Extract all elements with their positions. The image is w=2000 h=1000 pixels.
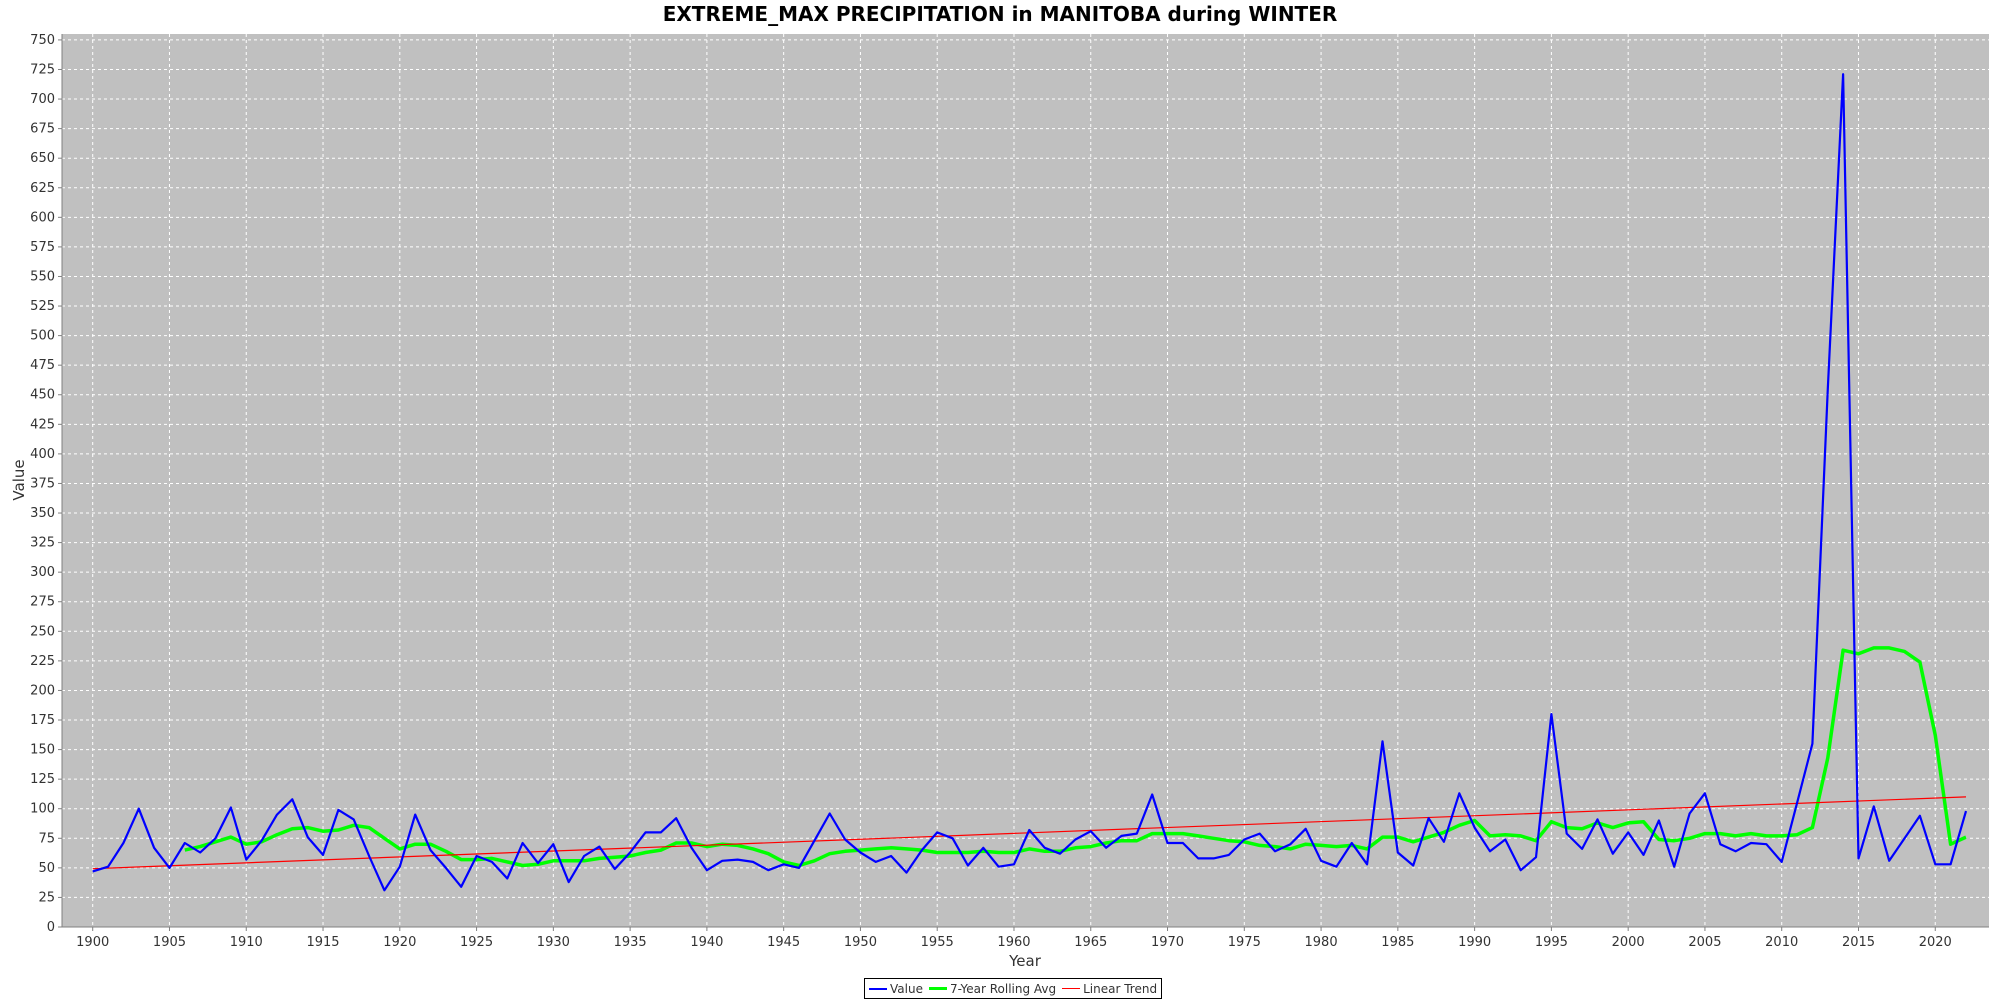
legend-item-rolling-avg: 7-Year Rolling Avg [928,981,1057,996]
legend-swatch-value [869,987,887,990]
x-tick-label: 1905 [153,935,186,950]
x-tick-label: 2020 [1919,935,1952,950]
x-tick-label: 2005 [1688,935,1721,950]
rolling-avg-series-line [184,646,1967,868]
x-tick-label: 1970 [1151,935,1184,950]
y-tick-label: 750 [30,33,55,48]
y-tick-label: 250 [30,624,55,639]
x-tick-label: 1945 [767,935,800,950]
x-tick-label: 2010 [1765,935,1798,950]
x-tick-label: 1935 [614,935,647,950]
plot-area [62,34,1989,927]
y-axis-label: Value [10,459,28,500]
linear-trend-series-line [92,796,1967,870]
y-tick-label: 675 [30,122,55,137]
y-tick-label: 275 [30,595,55,610]
y-tick-label: 500 [30,329,55,344]
axis-ticks: 0 25 50 75 100 125 150 175 200 225 250 275 300 325 350… [30,33,1952,950]
value-series-line [92,73,1968,892]
y-tick-label: 225 [30,654,55,669]
y-tick-label: 150 [30,743,55,758]
legend-item-value: Value [869,982,923,996]
y-tick-label: 725 [30,62,55,77]
x-tick-label: 1995 [1535,935,1568,950]
y-tick-label: 175 [30,713,55,728]
x-tick-label: 1925 [460,935,493,950]
x-tick-label: 2000 [1612,935,1645,950]
y-tick-label: 350 [30,506,55,521]
y-tick-label: 700 [30,92,55,107]
y-tick-label: 375 [30,476,55,491]
y-tick-label: 425 [30,417,55,432]
y-tick-label: 75 [38,831,55,846]
x-tick-label: 1985 [1381,935,1414,950]
legend-item-linear-trend: Linear Trend [1062,982,1157,996]
legend-swatch-linear-trend [1062,988,1081,989]
y-tick-label: 300 [30,565,55,580]
x-tick-label: 1965 [1074,935,1107,950]
y-tick-label: 625 [30,181,55,196]
y-tick-label: 100 [30,802,55,817]
x-tick-label: 1960 [997,935,1030,950]
legend-label-value: Value [890,981,923,996]
y-tick-label: 525 [30,299,55,314]
y-tick-label: 400 [30,447,55,462]
y-tick-label: 450 [30,388,55,403]
x-tick-label: 1950 [844,935,877,950]
y-tick-label: 25 [38,890,55,905]
x-axis-label: Year [1008,952,1042,970]
y-tick-label: 50 [38,861,55,876]
x-tick-label: 1930 [537,935,570,950]
y-tick-label: 475 [30,358,55,373]
legend-label-rolling-avg: 7-Year Rolling Avg [949,981,1057,996]
x-tick-label: 1990 [1458,935,1491,950]
y-tick-label: 0 [47,920,55,935]
y-tick-label: 550 [30,269,55,284]
y-tick-label: 200 [30,683,55,698]
y-tick-label: 325 [30,536,55,551]
legend-label-linear-trend: Linear Trend [1083,981,1158,996]
x-tick-label: 2015 [1842,935,1875,950]
y-tick-label: 125 [30,772,55,787]
x-tick-label: 1910 [230,935,263,950]
x-tick-label: 1975 [1228,935,1261,950]
x-tick-label: 1955 [921,935,954,950]
x-tick-label: 1900 [76,935,109,950]
legend-swatch-rolling-avg [928,987,947,990]
y-tick-label: 650 [30,151,55,166]
x-tick-label: 1940 [690,935,723,950]
y-tick-label: 600 [30,210,55,225]
chart-title: EXTREME_MAX PRECIPITATION in MANITOBA du… [662,2,1338,26]
legend: Value 7-Year Rolling Avg Linear Trend [864,978,1163,999]
grid-lines [62,34,1989,927]
x-tick-label: 1920 [383,935,416,950]
series-lines [92,73,1968,892]
x-tick-label: 1915 [306,935,339,950]
x-tick-label: 1980 [1305,935,1338,950]
y-tick-label: 575 [30,240,55,255]
